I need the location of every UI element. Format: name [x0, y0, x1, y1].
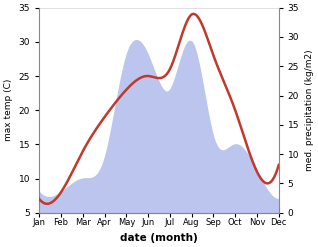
Y-axis label: med. precipitation (kg/m2): med. precipitation (kg/m2) [305, 49, 314, 171]
X-axis label: date (month): date (month) [120, 233, 198, 243]
Y-axis label: max temp (C): max temp (C) [4, 79, 13, 141]
